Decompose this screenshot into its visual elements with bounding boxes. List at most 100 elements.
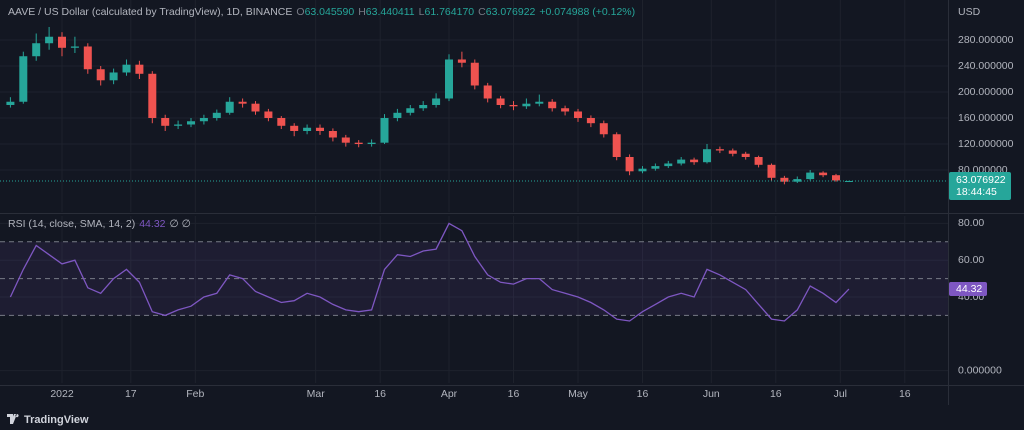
candle-body bbox=[535, 101, 544, 104]
ohlc-label: L bbox=[418, 6, 425, 18]
x-tick-label: Mar bbox=[307, 388, 326, 400]
candle-body bbox=[793, 179, 802, 182]
candle-body bbox=[819, 172, 828, 176]
y-tick-label: 240.000000 bbox=[958, 60, 1014, 72]
candle-body bbox=[238, 101, 247, 104]
candle-body bbox=[651, 166, 660, 169]
candle-body bbox=[122, 64, 131, 73]
ohlc-value: 63.045590 bbox=[304, 6, 355, 18]
candle-body bbox=[483, 85, 492, 99]
footer-brand: TradingView bbox=[24, 414, 89, 426]
last-price-tag bbox=[949, 172, 1011, 201]
candle-body bbox=[96, 69, 105, 81]
candle-body bbox=[690, 159, 699, 163]
x-tick-label: 2022 bbox=[50, 388, 74, 400]
rsi-value: 44.32 bbox=[139, 218, 166, 230]
countdown-label: 18:44:45 bbox=[956, 186, 997, 198]
candle-body bbox=[612, 134, 621, 158]
rsi-line bbox=[9, 222, 850, 322]
candle-body bbox=[174, 124, 183, 126]
candle-body bbox=[341, 137, 350, 143]
candle-body bbox=[328, 130, 337, 138]
y-tick-label: 0.000000 bbox=[958, 364, 1002, 376]
rsi-value-tag bbox=[949, 282, 987, 297]
candle-body bbox=[509, 104, 518, 107]
candle-body bbox=[315, 127, 324, 131]
candle-body bbox=[290, 125, 299, 131]
ohlc-value: 63.440411 bbox=[365, 6, 415, 18]
candle-body bbox=[432, 98, 441, 105]
candle-body bbox=[844, 181, 853, 183]
x-tick-label: Feb bbox=[186, 388, 204, 400]
candle-body bbox=[135, 64, 144, 74]
candle-body bbox=[354, 142, 363, 144]
candle-body bbox=[187, 121, 196, 125]
candle-body bbox=[83, 46, 92, 70]
candle-body bbox=[212, 112, 221, 118]
candle-body bbox=[599, 123, 608, 135]
ohlc-value: 61.764170 bbox=[424, 6, 475, 18]
y-tick-label: 80.00 bbox=[958, 217, 984, 229]
tv-logo bbox=[7, 414, 19, 424]
candle-body bbox=[780, 177, 789, 182]
rsi-flags: ∅ ∅ bbox=[169, 218, 191, 230]
candle-body bbox=[19, 56, 28, 102]
candle-body bbox=[677, 159, 686, 164]
candle-body bbox=[264, 111, 273, 118]
candle-body bbox=[148, 73, 157, 118]
candle-body bbox=[586, 117, 595, 124]
ohlc-label: C bbox=[478, 6, 486, 18]
x-tick-label: 16 bbox=[637, 388, 649, 400]
candle-body bbox=[161, 117, 170, 126]
candle-body bbox=[199, 117, 208, 122]
candle-body bbox=[303, 127, 312, 131]
ohlc-label: H bbox=[358, 6, 366, 18]
x-tick-label: 16 bbox=[899, 388, 911, 400]
candle-body bbox=[831, 175, 840, 181]
candle-body bbox=[32, 43, 41, 57]
candle-body bbox=[715, 149, 724, 151]
y-tick-label: 160.000000 bbox=[958, 112, 1014, 124]
y-tick-label: 60.00 bbox=[958, 254, 984, 266]
ohlc-value: 63.076922 bbox=[485, 6, 536, 18]
currency-label: USD bbox=[958, 6, 981, 18]
candle-body bbox=[573, 111, 582, 118]
candle-body bbox=[741, 153, 750, 158]
last-price-label: 63.076922 bbox=[956, 174, 1006, 186]
candle-body bbox=[406, 108, 415, 113]
candle-body bbox=[496, 98, 505, 105]
y-tick-label: 280.000000 bbox=[958, 34, 1014, 46]
change: +0.074988 (+0.12%) bbox=[539, 6, 636, 18]
ohlc-label: O bbox=[296, 6, 305, 18]
candle-body bbox=[548, 101, 557, 109]
candle-body bbox=[664, 163, 673, 167]
candle-body bbox=[457, 59, 466, 63]
candle-body bbox=[45, 36, 54, 44]
x-tick-label: Jun bbox=[703, 388, 720, 400]
candle-body bbox=[728, 150, 737, 154]
candle-body bbox=[754, 157, 763, 165]
candle-body bbox=[109, 72, 118, 81]
candle-body bbox=[638, 168, 647, 172]
rsi-value-label: 44.32 bbox=[956, 283, 982, 295]
candle-body bbox=[767, 164, 776, 178]
y-tick-label: 200.000000 bbox=[958, 86, 1014, 98]
candle-body bbox=[806, 172, 815, 180]
candle-body bbox=[367, 142, 376, 144]
candle-body bbox=[561, 108, 570, 112]
price-legend: AAVE / US Dollar (calculated by TradingV… bbox=[8, 6, 639, 18]
candle-body bbox=[380, 117, 389, 143]
candle-body bbox=[6, 101, 15, 105]
x-tick-label: 16 bbox=[770, 388, 782, 400]
candle-body bbox=[470, 62, 479, 86]
candle-body bbox=[277, 117, 286, 126]
candle-body bbox=[70, 46, 79, 48]
x-tick-label: 16 bbox=[508, 388, 520, 400]
candle-body bbox=[58, 36, 67, 48]
candle-body bbox=[522, 103, 531, 107]
x-tick-label: Jul bbox=[834, 388, 847, 400]
x-tick-label: 16 bbox=[374, 388, 386, 400]
x-tick-label: Apr bbox=[441, 388, 458, 400]
